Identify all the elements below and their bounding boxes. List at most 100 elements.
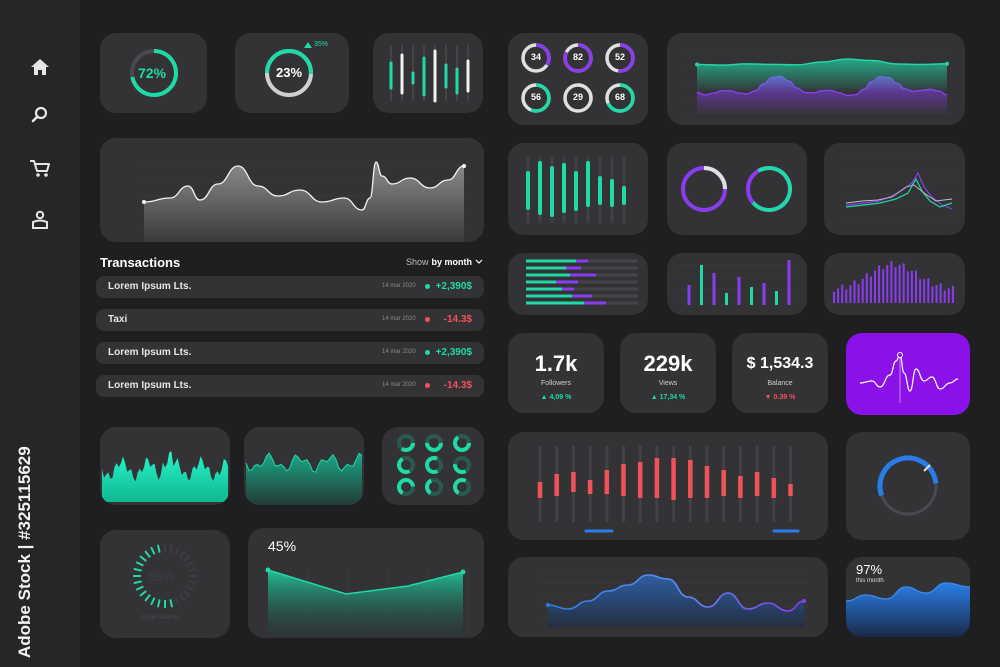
horizontal-bars-card (508, 253, 648, 315)
sidebar-item-profile[interactable] (26, 206, 54, 234)
area-line (846, 582, 970, 602)
area-line (143, 161, 465, 211)
balance-label: Balance (767, 380, 793, 387)
transaction-name: Lorem Ipsum Lts. (108, 380, 192, 391)
views-value: 229k (643, 351, 693, 376)
ring-value: 34 (530, 52, 541, 62)
area-fill (144, 162, 464, 242)
transaction-amount: -14.3$ (443, 380, 472, 391)
followers-value: 1.7k (534, 351, 578, 376)
teal-area-card (100, 427, 230, 505)
thin-bars-chart (679, 260, 797, 305)
transaction-date: 14 mar 2020 (382, 283, 416, 289)
teal-area-chart-2 (245, 452, 363, 505)
line-point (142, 200, 146, 204)
ring-value: 56 (530, 92, 541, 102)
blue-gauge-chart (877, 455, 939, 517)
area-line (267, 569, 464, 595)
change-label: 35% (314, 41, 329, 48)
views-label: Views (658, 380, 678, 387)
progress-ring-card-2: 23% 35% (235, 33, 349, 113)
area-fill (246, 453, 362, 505)
sidebar-item-home[interactable] (26, 53, 54, 81)
slider-bars-card (373, 33, 483, 113)
purple-histogram-chart (833, 261, 954, 303)
ring-arc (605, 83, 635, 113)
line-point (802, 599, 806, 603)
watermark-text: Adobe Stock | #325115629 (15, 446, 34, 658)
status-dot (425, 317, 430, 322)
transaction-name: Lorem Ipsum Lts. (108, 281, 192, 292)
gauge-tick (150, 546, 156, 555)
line-point (265, 567, 271, 573)
stat-card-views: 229k Views ▲ 17,34 % (620, 333, 716, 413)
gauge-tick (156, 544, 161, 553)
transaction-amount: +2,390$ (435, 281, 472, 292)
line-point (462, 164, 466, 168)
line-point (460, 569, 466, 575)
status-dot (425, 383, 430, 388)
gauge-tick (169, 544, 174, 553)
transactions-title: Transactions (100, 255, 181, 270)
ring-grid-card: 34 82 52 56 29 68 (508, 33, 648, 125)
svg-text:Adobe Stock | #325115629: Adobe Stock | #325115629 (15, 446, 34, 658)
transaction-date: 14 mar 2020 (382, 316, 416, 322)
status-dot (425, 350, 430, 355)
gauge-tick (133, 580, 142, 585)
show-by-month-dropdown[interactable]: Show by month (406, 257, 483, 267)
arrow-up-icon: ▲ (650, 394, 660, 401)
teal-area-card-2 (244, 427, 364, 505)
ring-arc (521, 83, 551, 113)
multi-line-card (824, 143, 965, 235)
mini-donuts-card (382, 427, 484, 505)
percent-area-value: 45% (268, 538, 297, 554)
views-change: ▲ 17,34 % (650, 394, 686, 401)
gauge-tick (135, 561, 144, 567)
gauge-tick (133, 567, 142, 572)
transaction-date: 14 mar 2020 (382, 382, 416, 388)
sidebar-item-cart[interactable] (26, 154, 54, 182)
double-ring-card (667, 143, 807, 235)
blue-area-caption: this month (856, 578, 884, 584)
teal-area (697, 59, 947, 93)
filter-value: by month (431, 257, 473, 267)
progress-ring-value: 72% (138, 65, 167, 81)
red-bars-card (508, 432, 828, 540)
search-icon (31, 106, 48, 123)
circle-graphic-card: 55% Circle Graphic (100, 530, 230, 638)
blue-gauge-card (846, 432, 970, 540)
series-line (845, 171, 953, 210)
percent-area-chart (265, 567, 469, 638)
transaction-row[interactable]: Lorem Ipsum Lts. 14 mar 2020 -14.3$ (96, 375, 484, 397)
gauge-tick (135, 585, 144, 591)
gauge-tick (174, 546, 180, 555)
transaction-amount: -14.3$ (443, 314, 472, 325)
tick-gauge-chart (133, 544, 197, 608)
transaction-date: 14 mar 2020 (382, 349, 416, 355)
user-icon (32, 210, 48, 229)
blue-area-card: 97% this month (846, 557, 970, 637)
double-ring-chart (681, 166, 792, 212)
gauge-tick (183, 590, 191, 597)
thin-bars-card (667, 253, 807, 315)
status-dot (425, 284, 430, 289)
multi-line-chart (844, 157, 954, 219)
donut-arc (397, 434, 415, 452)
transaction-row[interactable]: Lorem Ipsum Lts. 14 mar 2020 +2,390$ (96, 342, 484, 364)
blue-area-value: 97% (856, 562, 883, 577)
grey-area-chart (140, 161, 470, 242)
transaction-row[interactable]: Taxi 14 mar 2020 -14.3$ (96, 309, 484, 331)
tick-gauge-caption: Circle Graphic (141, 615, 180, 621)
followers-change: ▲ 4,09 % (540, 394, 572, 401)
gauge-tick (179, 550, 186, 558)
arrow-up-icon (304, 42, 312, 48)
area-fill (102, 451, 228, 502)
sidebar-item-search[interactable] (26, 101, 54, 129)
line-point (945, 61, 949, 66)
line-point (695, 62, 699, 67)
area-fill (548, 575, 804, 627)
transaction-row[interactable]: Lorem Ipsum Lts. 14 mar 2020 +2,390$ (96, 276, 484, 298)
ring-arc (563, 43, 593, 73)
blue-wave-card (508, 557, 828, 637)
donut-arc (397, 478, 415, 496)
